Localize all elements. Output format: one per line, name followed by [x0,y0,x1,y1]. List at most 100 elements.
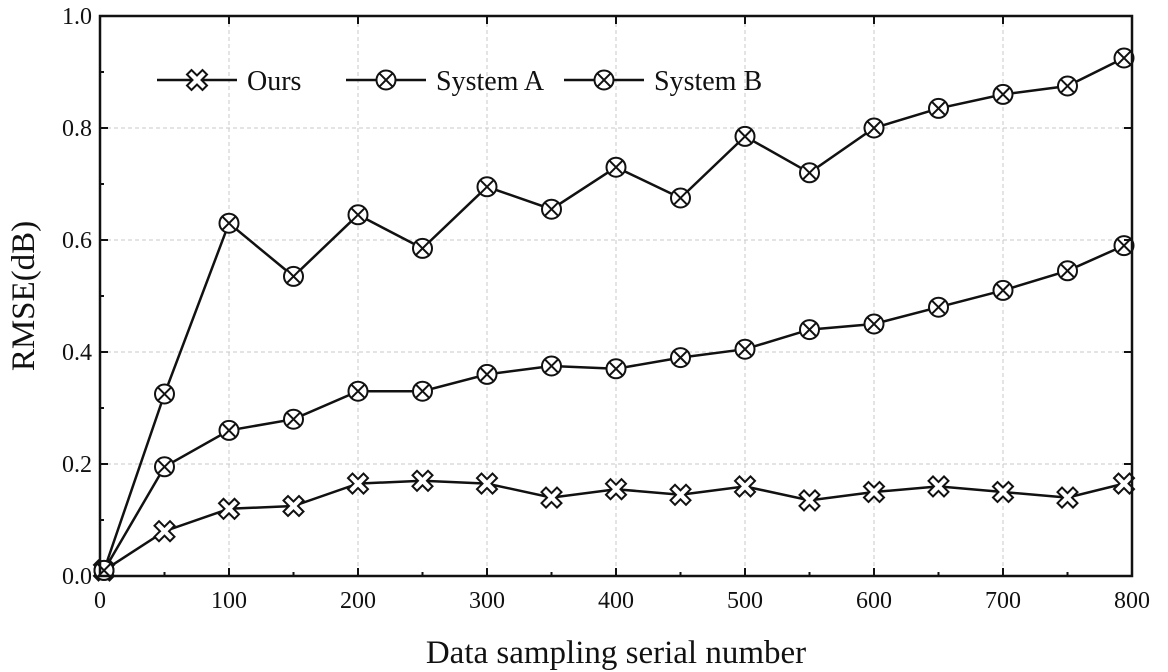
y-tick-label: 0.4 [62,340,92,366]
legend-label: Ours [247,66,301,97]
data-point-s2-diag [673,190,688,206]
data-point-s0 [798,488,821,512]
data-point-s1 [541,355,562,377]
axis-ticks [99,15,1133,577]
data-point-s2 [1113,47,1135,69]
data-point-s2 [347,204,369,226]
legend-marker-shape [185,68,209,92]
x-tick-label: 600 [856,588,892,614]
data-point-s2 [734,125,756,147]
data-point-s1 [154,456,175,478]
data-point-s1 [605,358,627,380]
data-point-s2-diag [1116,50,1132,66]
x-tick-label: 500 [727,588,763,614]
data-point-s0-shape [862,480,886,504]
data-point-s0-shape [927,474,950,498]
y-tick-labels: 0.0 0.2 0.4 0.6 0.8 1.0 [62,4,92,590]
data-point-s1 [928,296,949,318]
data-point-s0 [282,494,305,518]
data-point-s2 [670,187,691,209]
data-point-s1-diag [479,367,495,382]
data-point-s1 [218,419,240,441]
data-point-s1 [670,347,691,369]
legend-item-0: Ours [157,66,301,97]
data-point-s1-diag [1060,263,1075,279]
data-point-s1 [992,279,1014,301]
y-tick-label: 0.6 [62,228,92,254]
data-point-s0 [346,472,370,496]
data-point-s0-shape [733,474,757,498]
legend-marker-diag [378,72,394,88]
data-point-s2 [928,97,949,119]
x-tick-label: 700 [985,588,1021,614]
data-point-s0 [475,472,499,496]
data-point-s0 [669,483,692,507]
data-point-s0 [991,480,1015,504]
data-point-s0 [411,469,434,493]
data-point-s0 [217,497,241,521]
data-point-s1-diag [608,361,624,377]
data-point-s2 [863,117,885,139]
data-point-s1 [863,313,885,335]
data-point-s2-diag [1060,78,1075,94]
data-point-s1-diag [544,358,559,374]
data-point-s2-diag [802,165,817,181]
data-point-s2 [412,237,433,259]
legend-marker [593,69,615,91]
data-point-s1 [734,338,756,360]
data-point-s0-shape [475,472,499,496]
data-point-s1 [1113,235,1135,257]
data-point-s1 [476,363,498,385]
y-tick-label: 1.0 [62,4,92,30]
data-point-s0 [1056,486,1079,510]
data-point-s2 [154,383,175,405]
legend-marker-diag [596,72,612,88]
data-point-s2 [476,176,498,198]
data-point-s0-shape [282,494,305,518]
legend: Ours System A System B [157,66,762,97]
legend-label: System A [436,66,545,97]
legend-label: System B [654,66,762,97]
data-point-s1 [799,319,820,341]
data-point-s2-diag [544,201,559,217]
data-point-s1-diag [286,411,301,427]
data-point-s2 [992,83,1014,105]
x-tick-label: 0 [94,588,106,614]
data-point-s2-diag [157,386,172,402]
x-tick-label: 300 [469,588,505,614]
data-point-s0 [604,477,628,501]
legend-item-1: System A [346,66,545,97]
data-point-s0 [1112,472,1136,496]
data-point-s1-diag [737,341,753,357]
data-point-s0-shape [540,486,563,510]
data-point-s0 [540,486,563,510]
data-point-s2 [1057,75,1078,97]
data-point-s2-diag [608,159,624,175]
data-point-s1 [1057,260,1078,282]
data-point-s1-diag [673,350,688,365]
x-axis-title: Data sampling serial number [426,635,806,671]
y-axis-title: RMSE(dB) [6,221,42,371]
data-point-s1-diag [1116,238,1132,253]
series-line-1 [102,244,1125,572]
y-tick-label: 0.2 [62,452,92,478]
data-point-s0-shape [798,488,821,512]
y-tick-label: 0.8 [62,116,92,142]
data-point-s0-shape [153,519,176,543]
data-point-s2-diag [350,207,366,223]
data-point-s1-diag [350,383,366,399]
data-point-s1 [283,408,304,430]
data-point-s2-diag [286,269,301,284]
x-tick-label: 100 [211,588,247,614]
data-point-s2-diag [737,129,753,144]
data-point-s1-diag [995,283,1011,298]
data-point-s2-diag [221,215,237,231]
data-point-s0 [733,474,757,498]
data-point-s0-shape [1112,472,1136,496]
data-point-s0-shape [411,469,434,493]
data-point-s2-diag [995,87,1011,102]
data-point-s2-diag [866,120,882,136]
data-point-s0-shape [346,472,370,496]
data-point-s2 [605,156,627,178]
